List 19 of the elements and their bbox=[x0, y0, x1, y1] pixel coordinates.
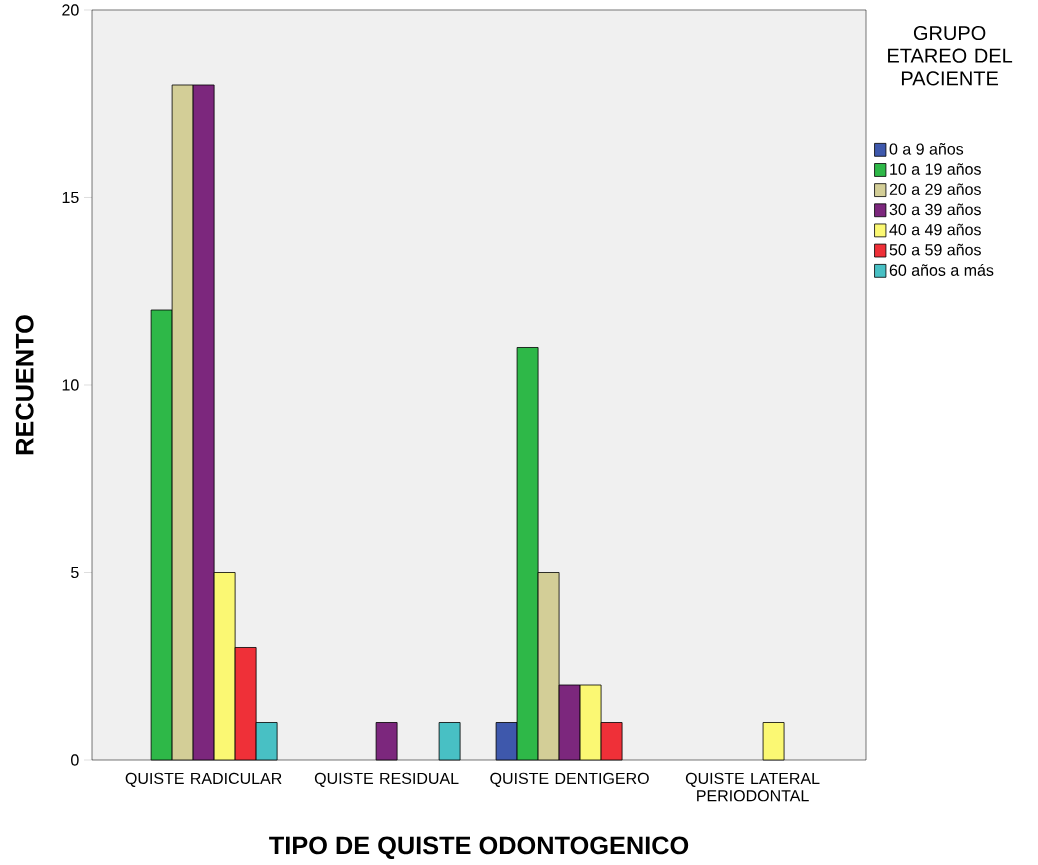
legend-title: GRUPO ETAREO DEL PACIENTE bbox=[888, 25, 1013, 86]
x-tick-label: QUISTE RESIDUAL bbox=[314, 772, 459, 787]
x-tick-label: QUISTE RADICULAR bbox=[125, 772, 282, 787]
x-tick-label: QUISTE DENTIGERO bbox=[490, 772, 649, 787]
legend-label: 30 a 39 años bbox=[889, 203, 981, 216]
legend-label: 40 a 49 años bbox=[889, 223, 981, 236]
y-tick-label: 10 bbox=[62, 379, 79, 391]
y-tick-label: 0 bbox=[71, 754, 79, 766]
y-tick-label: 20 bbox=[62, 4, 79, 16]
legend-label: 20 a 29 años bbox=[889, 183, 981, 196]
legend-label: 50 a 59 años bbox=[889, 243, 981, 256]
legend-label: 60 años a más bbox=[889, 263, 994, 276]
x-axis-title: TIPO DE QUISTE ODONTOGENICO bbox=[269, 836, 689, 860]
x-tick-label: QUISTE LATERAL PERIODONTAL bbox=[685, 772, 820, 802]
y-axis-title: RECUENTO bbox=[15, 315, 34, 455]
legend-label: 10 a 19 años bbox=[890, 163, 981, 175]
legend-label: 0 a 9 años bbox=[889, 143, 964, 155]
y-tick-label: 5 bbox=[71, 566, 79, 579]
y-tick-label: 15 bbox=[62, 191, 79, 204]
